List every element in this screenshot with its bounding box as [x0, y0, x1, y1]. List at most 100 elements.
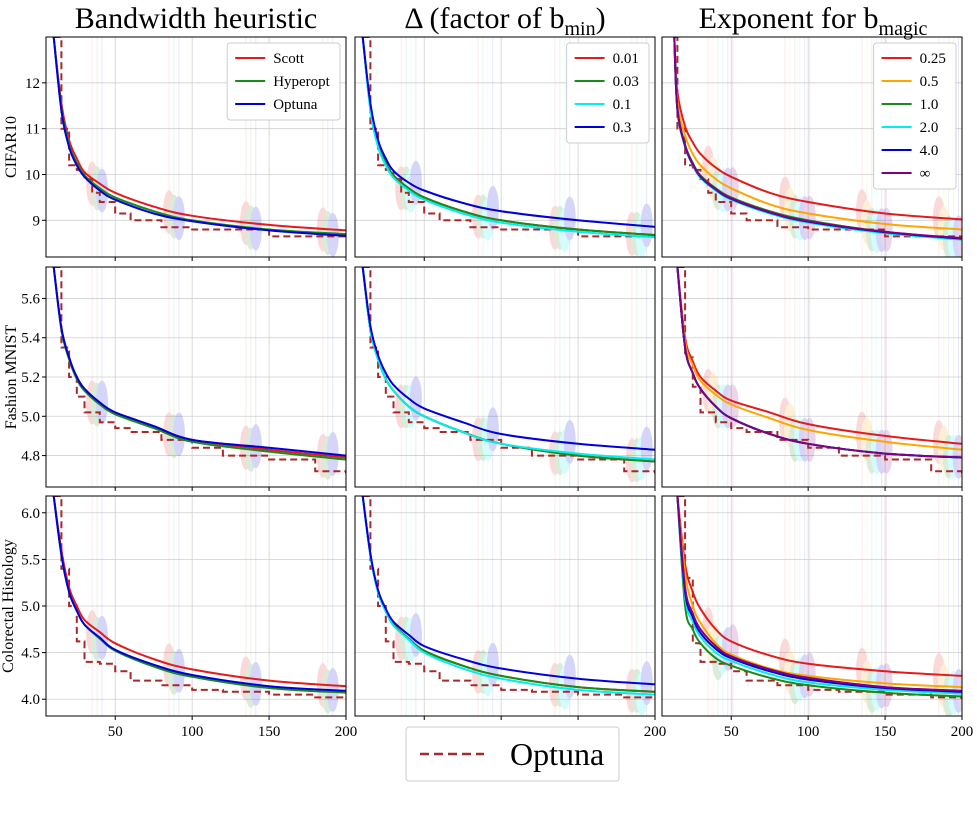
series-line-reference-optuna — [677, 267, 962, 474]
series-line-4 — [676, 496, 962, 695]
series-line-1 — [676, 496, 962, 677]
violin-shape — [779, 397, 792, 442]
legend-label: 0.3 — [613, 120, 632, 136]
legend-label: Scott — [273, 51, 305, 67]
legend-label: 0.25 — [920, 51, 946, 67]
violin-shape — [172, 648, 185, 693]
violin-shape — [400, 616, 413, 661]
y-tick-label: 12 — [25, 76, 40, 92]
series-line-6 — [676, 267, 962, 459]
legend-label: ∞ — [920, 166, 931, 182]
legend-frame — [226, 42, 341, 121]
column-title-3: Exponent for bmagic — [699, 2, 928, 40]
subplot-grid: 9 10 11 12 Scott Hyperopt Optuna 0.01 0.03 0.1 0.3… — [21, 36, 974, 740]
axes-frame — [661, 36, 963, 258]
legend-label: 0.1 — [613, 97, 632, 113]
y-tick-label: 5.6 — [21, 291, 40, 307]
grid — [355, 496, 656, 716]
violin-shape — [563, 654, 576, 699]
series-line-4 — [361, 37, 655, 228]
violin-shape — [163, 190, 176, 235]
series-line-3 — [361, 37, 655, 239]
series-line-reference-optuna — [362, 267, 655, 474]
series-line-2 — [361, 267, 655, 463]
y-tick-label: 5.5 — [21, 552, 40, 568]
series-line-4 — [361, 267, 655, 451]
axes-frame — [661, 266, 963, 488]
y-tick-label: 5.2 — [21, 370, 40, 386]
legend-label: 2.0 — [920, 120, 939, 136]
y-tick-label: 4.8 — [21, 449, 40, 465]
series-line-3 — [676, 267, 962, 459]
panel-r3-c1: 50 100 150 200 4.0 4.5 5.0 5.5 6.0 — [21, 495, 358, 740]
bottom-legend-frame — [405, 726, 620, 782]
series-line-1 — [52, 37, 346, 232]
series-line-2 — [52, 267, 346, 461]
distribution-shading — [702, 496, 962, 716]
series-line-3 — [52, 267, 346, 457]
series-line-5 — [676, 496, 962, 693]
x-tick-label: 50 — [724, 724, 739, 740]
panel-r2-c1: 4.8 5.0 5.2 5.4 5.6 — [21, 266, 347, 491]
legend: 0.25 0.5 1.0 2.0 4.0 ∞ — [873, 42, 957, 190]
series-line-6 — [673, 37, 962, 240]
column-title-2: Δ (factor of bmin) — [404, 2, 605, 40]
violin-shape — [716, 384, 729, 429]
series-line-6 — [676, 496, 962, 692]
series-line-reference-optuna — [53, 37, 346, 240]
series-line-4 — [676, 267, 962, 459]
violin-shape — [942, 673, 955, 716]
series-line-4 — [361, 496, 655, 686]
violin-shape — [486, 407, 499, 452]
axes-frame — [354, 495, 656, 717]
legend-label: 0.01 — [613, 51, 639, 67]
axes-frame — [661, 495, 963, 717]
legend-label: 0.5 — [920, 74, 939, 90]
column-titles: Bandwidth heuristic Δ (factor of bmin) Exp… — [75, 2, 928, 40]
legend-label: 4.0 — [920, 143, 939, 159]
row-labels: CIFAR10 Fashion MNIST Colorectal Histology — [0, 116, 20, 673]
legend: Scott Hyperopt Optuna — [226, 42, 341, 121]
violin-shape — [86, 380, 99, 425]
series-line-2 — [676, 496, 962, 689]
x-tick-label: 200 — [335, 724, 358, 740]
series-line-1 — [361, 267, 655, 463]
series-line-reference-optuna — [53, 267, 346, 474]
grid — [355, 267, 656, 487]
series-line-3 — [52, 496, 346, 692]
x-tick-label: 150 — [874, 724, 897, 740]
violin-shape — [400, 384, 413, 429]
series-line-reference-optuna — [53, 496, 346, 700]
panel-r1-c2: 0.01 0.03 0.1 0.3 — [354, 36, 656, 261]
violin-shape — [702, 607, 715, 652]
violin-shape — [163, 643, 176, 688]
row-label-3: Colorectal Histology — [0, 539, 17, 673]
legend: 0.01 0.03 0.1 0.3 — [566, 42, 650, 144]
series-line-3 — [361, 496, 655, 696]
panel-r1-c1: 9 10 11 12 Scott Hyperopt Optuna — [25, 36, 347, 261]
violin-shape — [405, 384, 417, 429]
y-tick-label: 9 — [33, 213, 41, 229]
series-line-1 — [52, 496, 346, 688]
series-line-reference-optuna — [362, 496, 655, 700]
row-label-2: Fashion MNIST — [3, 325, 20, 430]
legend-frame — [873, 42, 957, 190]
x-tick-label: 200 — [951, 724, 974, 740]
series-line-reference-optuna — [677, 496, 962, 700]
series-line-3 — [361, 267, 655, 461]
series-line-2 — [673, 37, 962, 231]
legend-label: 1.0 — [920, 97, 939, 113]
axes-frame — [354, 36, 656, 258]
x-tick-label: 200 — [644, 724, 667, 740]
series-line-1 — [52, 267, 346, 459]
y-tick-label: 10 — [25, 168, 40, 184]
bottom-legend: Optuna — [405, 726, 620, 782]
y-tick-label: 4.5 — [21, 646, 40, 662]
violin-shape — [172, 412, 185, 457]
x-tick-label: 100 — [797, 724, 820, 740]
series-line-1 — [673, 37, 962, 221]
panel-r3-c3: 50 100 150 200 — [661, 495, 974, 740]
distribution-shading — [86, 496, 339, 716]
